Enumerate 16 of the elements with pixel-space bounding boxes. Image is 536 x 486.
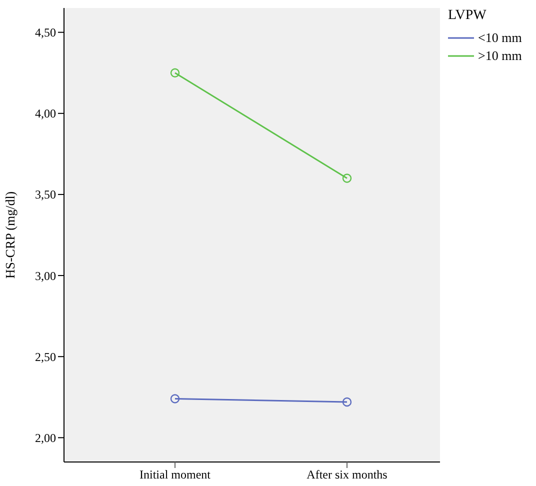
point: [170, 68, 180, 78]
legend-title: LVPW: [448, 8, 488, 24]
y-tick-label: 3,00: [35, 268, 56, 283]
y-axis-title: HS-CRP (mg/dl): [2, 191, 18, 279]
point: [342, 397, 352, 407]
y-tick-label: 4,00: [35, 106, 56, 121]
x-tick-label: After six months: [306, 468, 388, 482]
legend-label: <10 mm: [478, 30, 522, 46]
y-tick-label: 3,50: [35, 188, 56, 202]
x-tick-label: Initial moment: [140, 468, 212, 482]
y-tick-label: 4,50: [35, 26, 56, 40]
legend-label: >10 mm: [478, 48, 522, 64]
point: [170, 394, 180, 404]
y-tick-label: 2,50: [35, 350, 56, 364]
y-tick-label: 2,00: [35, 430, 56, 445]
point: [342, 174, 352, 183]
